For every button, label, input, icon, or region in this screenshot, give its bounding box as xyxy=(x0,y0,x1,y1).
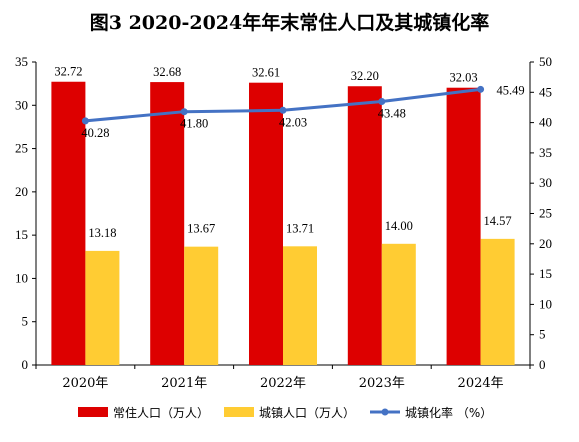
bar xyxy=(249,82,283,365)
left-tick-label: 0 xyxy=(22,357,29,372)
bar-value-label: 32.03 xyxy=(450,71,478,85)
left-tick-label: 30 xyxy=(15,97,28,112)
bar-value-label: 32.61 xyxy=(252,66,280,80)
rate-point xyxy=(81,117,89,125)
bar xyxy=(480,238,515,365)
rate-value-label: 42.03 xyxy=(279,115,307,129)
x-category-label: 2021年 xyxy=(161,376,207,391)
rate-point xyxy=(279,106,287,114)
bar xyxy=(446,87,481,365)
bar xyxy=(283,246,317,365)
rate-value-label: 41.80 xyxy=(180,117,208,131)
legend-swatch xyxy=(78,407,108,417)
rate-point xyxy=(477,85,485,93)
bar-value-label: 32.72 xyxy=(54,65,82,79)
left-tick-label: 20 xyxy=(15,184,28,199)
right-tick-label: 10 xyxy=(539,296,552,311)
bar xyxy=(184,246,219,365)
x-category-label: 2022年 xyxy=(260,376,306,391)
legend-swatch xyxy=(224,407,254,417)
right-tick-label: 30 xyxy=(539,175,552,190)
bar-value-label: 13.71 xyxy=(286,221,314,235)
x-category-label: 2024年 xyxy=(458,376,504,391)
bar-value-label: 14.57 xyxy=(484,214,512,228)
right-tick-label: 45 xyxy=(539,84,552,99)
bar xyxy=(347,86,382,366)
legend-label: 城镇化率 （%） xyxy=(405,405,492,420)
bar xyxy=(150,82,185,366)
legend-label: 常住人口（万人） xyxy=(113,406,209,420)
right-tick-label: 0 xyxy=(539,357,546,372)
right-tick-label: 40 xyxy=(539,115,552,130)
left-tick-label: 35 xyxy=(15,54,28,69)
left-tick-label: 25 xyxy=(15,141,28,156)
bar-value-label: 13.18 xyxy=(88,226,116,240)
legend-label: 城镇人口（万人） xyxy=(259,406,355,420)
left-tick-label: 15 xyxy=(15,227,28,242)
chart-title: 图3 2020-2024年年末常住人口及其城镇化率 xyxy=(89,12,490,34)
left-tick-label: 10 xyxy=(15,270,28,285)
rate-point xyxy=(378,98,386,106)
bar xyxy=(85,250,120,365)
x-category-label: 2020年 xyxy=(62,376,108,391)
right-tick-label: 25 xyxy=(539,206,552,221)
legend-marker xyxy=(381,408,389,416)
rate-value-label: 40.28 xyxy=(81,126,109,140)
right-tick-label: 50 xyxy=(539,54,552,69)
bar-value-label: 32.68 xyxy=(153,65,181,79)
left-tick-label: 5 xyxy=(22,314,29,329)
bar xyxy=(51,81,86,366)
rate-value-label: 45.49 xyxy=(497,83,525,97)
bar-value-label: 13.67 xyxy=(187,222,215,236)
rate-point xyxy=(180,108,188,116)
right-tick-label: 35 xyxy=(539,145,552,160)
right-tick-label: 5 xyxy=(539,327,546,342)
right-tick-label: 20 xyxy=(539,236,552,251)
bar-value-label: 14.00 xyxy=(385,219,413,233)
bar xyxy=(381,243,416,365)
bar-value-label: 32.20 xyxy=(351,69,379,83)
right-tick-label: 15 xyxy=(539,266,552,281)
x-category-label: 2023年 xyxy=(359,376,405,391)
rate-value-label: 43.48 xyxy=(378,107,406,121)
